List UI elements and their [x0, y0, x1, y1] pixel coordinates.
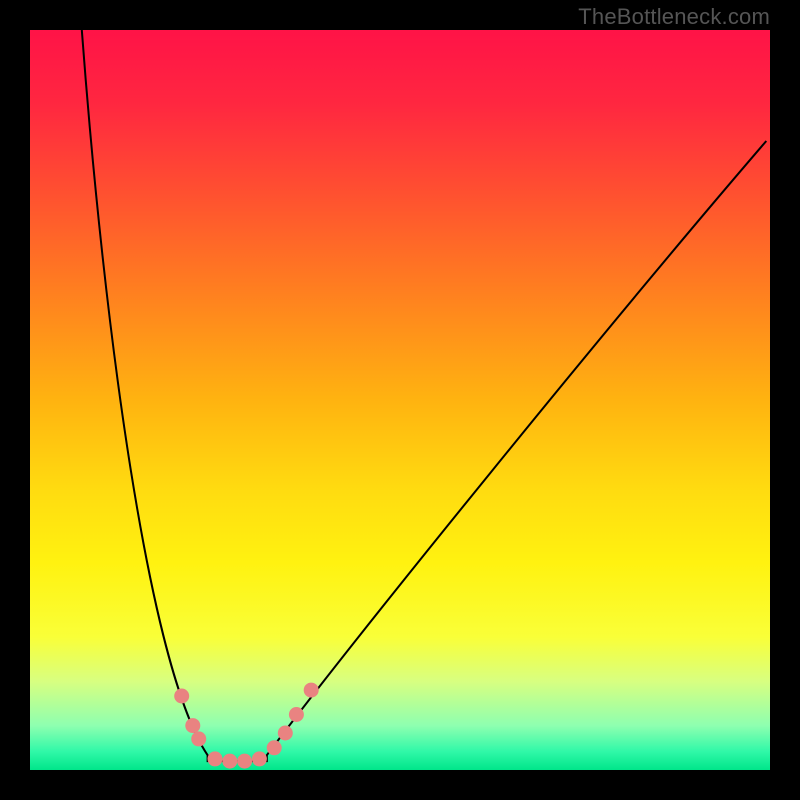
marker-point: [185, 718, 200, 733]
marker-point: [191, 731, 206, 746]
marker-point: [304, 683, 319, 698]
plot-background: [30, 30, 770, 770]
marker-point: [237, 754, 252, 769]
watermark-text: TheBottleneck.com: [578, 4, 770, 30]
chart-svg: [0, 0, 800, 800]
marker-point: [278, 726, 293, 741]
marker-point: [222, 754, 237, 769]
marker-point: [289, 707, 304, 722]
chart-frame: TheBottleneck.com: [0, 0, 800, 800]
marker-point: [174, 689, 189, 704]
marker-point: [267, 740, 282, 755]
marker-point: [208, 751, 223, 766]
marker-point: [252, 751, 267, 766]
